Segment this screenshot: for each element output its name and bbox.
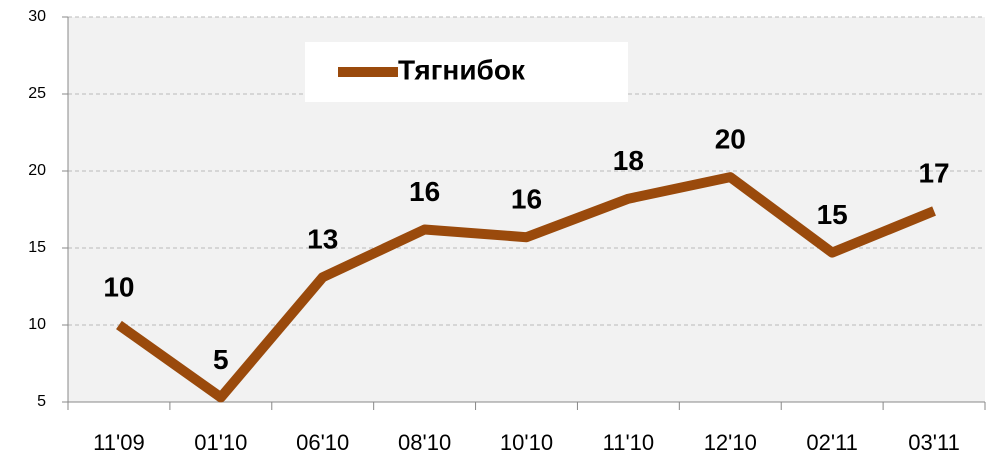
data-label: 16 — [409, 176, 440, 207]
line — [116, 172, 936, 403]
data-label: 17 — [918, 157, 949, 188]
x-tick-label: 06'10 — [296, 430, 349, 455]
y-tick-label: 10 — [28, 316, 46, 333]
x-tick-label: 10'10 — [500, 430, 553, 455]
data-label: 5 — [213, 344, 229, 375]
legend-label: Тягнибок — [398, 54, 526, 85]
x-tick-label: 02'11 — [806, 430, 858, 455]
data-label: 16 — [511, 184, 542, 215]
data-label: 20 — [715, 124, 746, 155]
data-label: 15 — [817, 199, 848, 230]
x-tick-label: 12'10 — [704, 430, 757, 455]
y-tick-label: 25 — [28, 85, 46, 102]
data-label: 10 — [103, 271, 134, 302]
x-tick-label: 01'10 — [194, 430, 247, 455]
x-tick-label: 03'11 — [908, 430, 960, 455]
y-tick-label: 5 — [37, 393, 46, 410]
data-label: 13 — [307, 224, 338, 255]
x-tick-label: 08'10 — [398, 430, 451, 455]
y-tick-label: 30 — [28, 8, 46, 25]
y-tick-label: 15 — [28, 239, 46, 256]
x-tick-label: 11'10 — [603, 430, 655, 455]
x-tick-label: 11'09 — [93, 430, 145, 455]
y-tick-label: 20 — [28, 162, 46, 179]
data-label: 18 — [613, 145, 644, 176]
